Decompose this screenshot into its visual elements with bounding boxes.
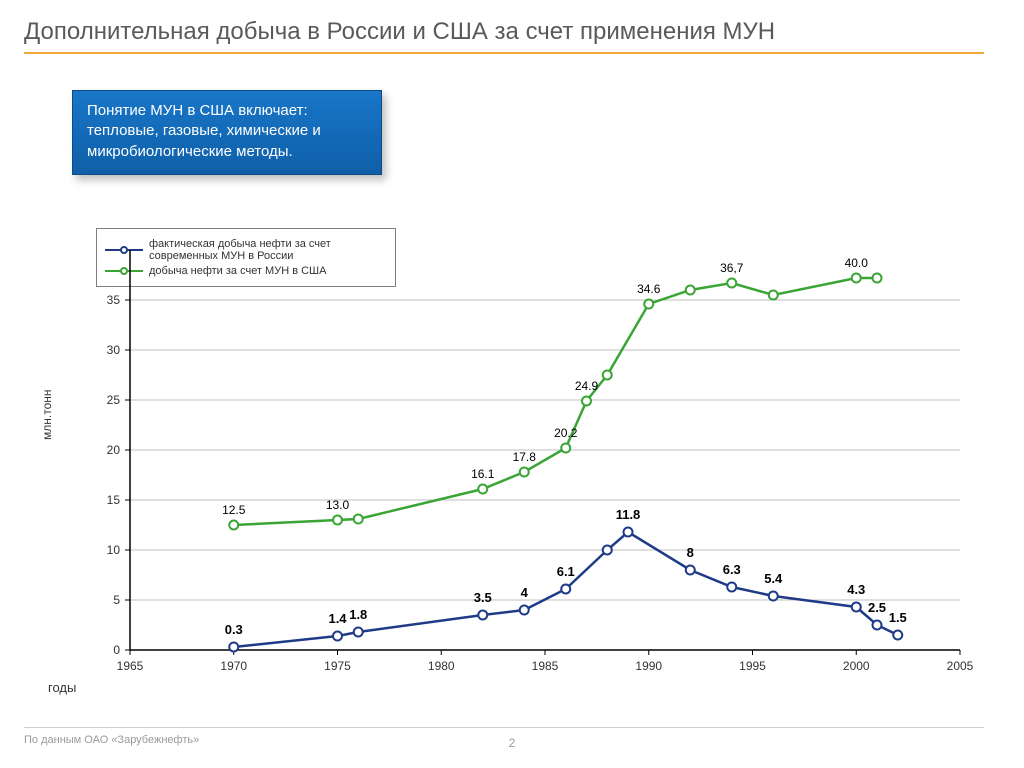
svg-text:10: 10 [107,543,121,557]
data-point-label: 6.3 [723,562,741,577]
svg-text:2005: 2005 [947,659,974,673]
y-axis-label: млн.тонн [40,389,54,440]
data-point-label: 20.2 [554,426,577,440]
svg-text:2000: 2000 [843,659,870,673]
svg-text:1990: 1990 [635,659,662,673]
data-point-label: 36,7 [720,261,743,275]
data-point-label: 3.5 [474,590,492,605]
data-point-label: 8 [687,545,694,560]
svg-text:15: 15 [107,493,121,507]
x-axis-label: годы [48,680,76,695]
svg-text:20: 20 [107,443,121,457]
svg-text:25: 25 [107,393,121,407]
data-point-label: 4.3 [847,582,865,597]
data-point-label: 4 [521,585,528,600]
data-point-label: 24.9 [575,379,598,393]
data-point-label: 1.8 [349,607,367,622]
page-title: Дополнительная добыча в России и США за … [24,18,775,46]
data-point-label: 6.1 [557,564,575,579]
chart: 0 5 10 15 20 25 30 35 1965 1970 1975 1980 1985 1990 19… [60,220,980,700]
svg-text:1980: 1980 [428,659,455,673]
svg-text:1995: 1995 [739,659,766,673]
svg-text:5: 5 [113,593,120,607]
data-point-label: 2.5 [868,600,886,615]
data-point-label: 1.4 [328,611,346,626]
data-point-label: 16.1 [471,467,494,481]
info-callout: Понятие МУН в США включает: тепловые, га… [72,90,382,175]
data-point-label: 0.3 [225,622,243,637]
data-point-label: 12.5 [222,503,245,517]
svg-text:1970: 1970 [220,659,247,673]
data-point-label: 5.4 [764,571,782,586]
page-number: 2 [0,736,1024,750]
data-point-label: 13.0 [326,498,349,512]
svg-text:1965: 1965 [117,659,144,673]
data-point-label: 34.6 [637,282,660,296]
svg-text:1975: 1975 [324,659,351,673]
footer-divider [24,727,984,728]
svg-text:35: 35 [107,293,121,307]
data-point-label: 40.0 [845,256,868,270]
data-point-label: 17.8 [513,450,536,464]
svg-text:0: 0 [113,643,120,657]
data-point-label: 1.5 [889,610,907,625]
data-point-label: 11.8 [616,507,641,522]
svg-text:30: 30 [107,343,121,357]
svg-text:1985: 1985 [532,659,559,673]
title-underline [24,52,984,54]
